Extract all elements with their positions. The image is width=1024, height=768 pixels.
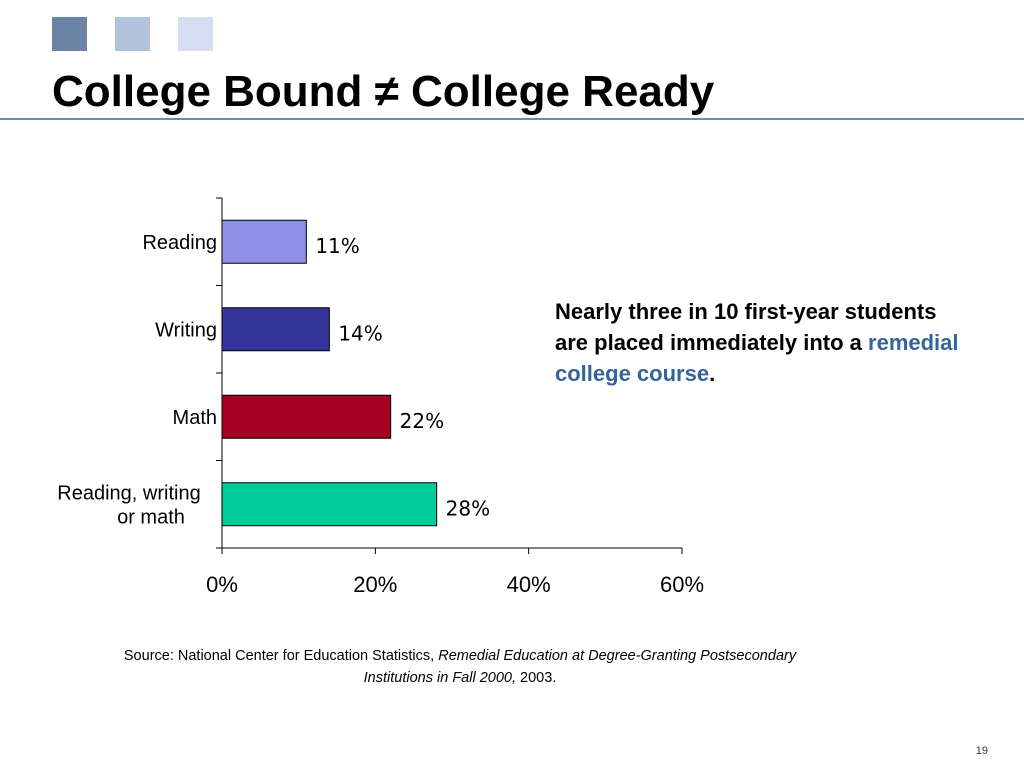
decor-square-2 xyxy=(115,17,150,51)
callout-highlight: remedial college course xyxy=(555,330,959,386)
x-tick-label: 0% xyxy=(206,572,238,597)
category-label: Writing xyxy=(155,319,217,341)
title-divider xyxy=(0,118,1024,120)
bar xyxy=(221,482,438,527)
decor-square-1 xyxy=(52,17,87,51)
source-title: Remedial Education at Degree-Granting Po… xyxy=(363,648,797,686)
decor-square-3 xyxy=(178,17,213,51)
category-label: Reading xyxy=(142,232,217,254)
page-number: 19 xyxy=(975,745,988,757)
x-tick-label: 20% xyxy=(353,572,397,597)
value-label: 11% xyxy=(315,234,359,258)
bar xyxy=(221,307,330,352)
value-label: 28% xyxy=(446,496,490,520)
slide-title: College Bound ≠ College Ready xyxy=(52,67,715,116)
source-year: 2003. xyxy=(516,670,557,686)
callout-end: . xyxy=(709,361,716,386)
source-citation: Source: National Center for Education St… xyxy=(100,645,820,689)
x-tick-label: 40% xyxy=(507,572,551,597)
bar xyxy=(221,219,307,264)
source-prefix: Source: National Center for Education St… xyxy=(123,648,439,664)
value-label: 14% xyxy=(338,321,382,345)
callout-main: Nearly three in 10 first-year students a… xyxy=(555,299,937,355)
category-label: Math xyxy=(173,407,217,429)
category-label: Reading, writing or math xyxy=(57,482,200,528)
bar-chart: 0% 20% 40% 60% 11% Reading 14% Writing 22% Math 28… xyxy=(57,197,704,597)
x-tick-label: 60% xyxy=(660,572,704,597)
value-label: 22% xyxy=(400,409,444,433)
bar xyxy=(221,394,392,439)
callout-text: Nearly three in 10 first-year students a… xyxy=(555,296,975,389)
